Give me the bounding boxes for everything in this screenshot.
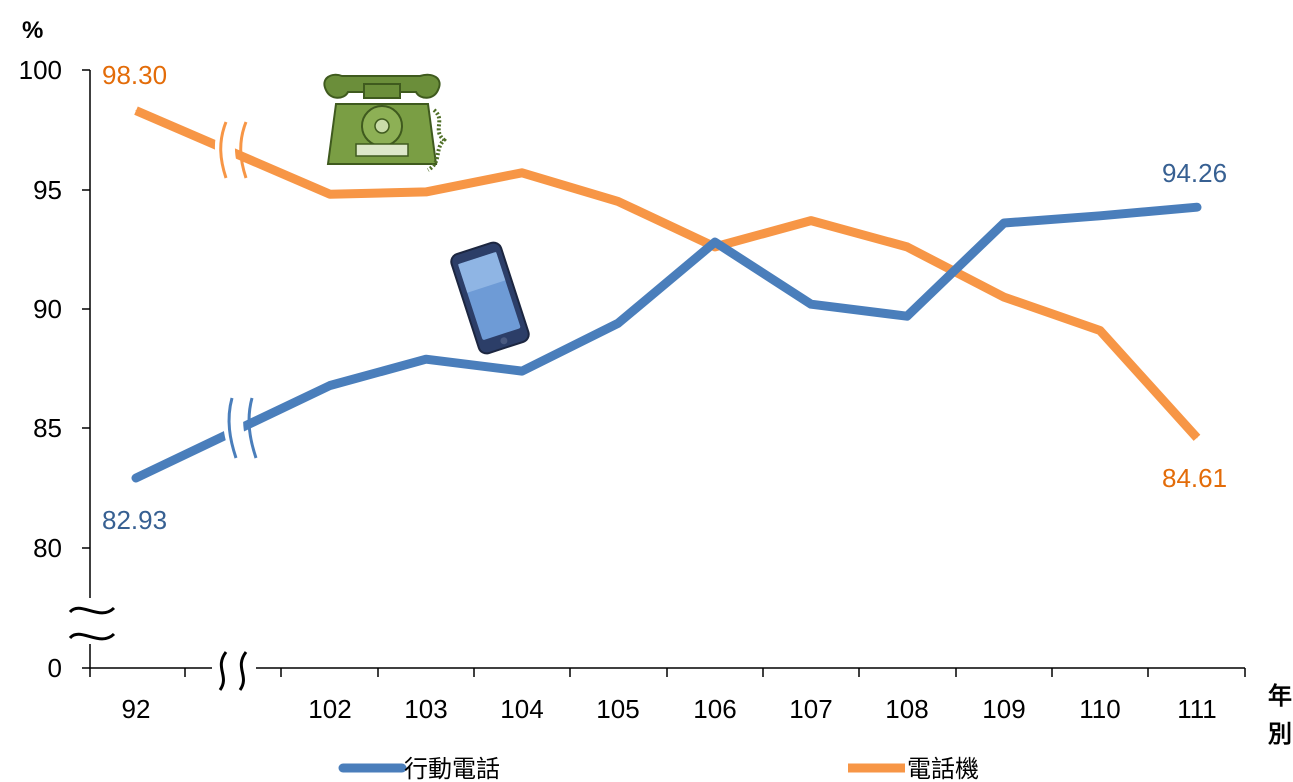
x-tick-label: 107 [789, 694, 832, 724]
data-point [1003, 296, 1005, 298]
mobile-phone-icon [450, 241, 530, 355]
x-tick-label: 111 [1177, 694, 1217, 724]
legend: 行動電話 電話機 [338, 755, 979, 782]
legend-item-landline: 電話機 [848, 755, 979, 782]
landline-last-label: 84.61 [1162, 463, 1227, 493]
data-point [714, 241, 716, 243]
phone-first-label: 82.93 [102, 505, 167, 535]
x-axis: 92 102 103 104 105 106 107 108 109 110 111 年 別 [89, 650, 1292, 748]
data-point [329, 385, 331, 386]
data-point [617, 322, 619, 324]
data-point [135, 477, 137, 479]
x-tick-label: 110 [1079, 694, 1120, 724]
y-axis-unit: % [22, 17, 43, 44]
x-tick-label: 92 [122, 694, 151, 724]
y-axis: 100 95 90 85 80 0 [19, 55, 116, 683]
data-point [425, 191, 427, 193]
data-point [906, 246, 908, 248]
y-axis-break-mark [68, 598, 116, 644]
series-line-phone [131, 202, 1202, 483]
data-point [329, 193, 331, 195]
data-point [1099, 330, 1101, 331]
y-tick-label: 0 [48, 653, 62, 683]
rotary-telephone-icon [323, 73, 447, 172]
phone-last-label: 94.26 [1162, 158, 1227, 188]
data-point [810, 303, 812, 305]
x-axis-title-top: 年 [1268, 682, 1292, 710]
data-point [1099, 215, 1101, 217]
data-point [425, 358, 427, 360]
x-tick-label: 104 [500, 694, 543, 724]
data-point [1196, 437, 1198, 439]
data-point [521, 172, 523, 174]
x-tick-label: 108 [885, 694, 928, 724]
series-line-landline [134, 106, 1201, 441]
data-point [135, 110, 137, 112]
series-break-mark-landline [214, 121, 248, 179]
legend-item-phone: 行動電話 [338, 755, 500, 782]
data-point [810, 220, 812, 222]
y-tick-label: 80 [33, 533, 62, 563]
x-tick-label: 106 [693, 694, 736, 724]
data-point [1003, 222, 1005, 224]
legend-label: 電話機 [907, 755, 979, 782]
x-tick-label: 102 [308, 694, 351, 724]
x-tick-label: 103 [404, 694, 447, 724]
x-axis-title-bottom: 別 [1268, 720, 1292, 748]
y-tick-label: 100 [19, 55, 62, 85]
series-break-mark-phone [223, 397, 258, 459]
y-tick-label: 85 [33, 413, 62, 443]
x-tick-label: 109 [982, 694, 1025, 724]
data-point [906, 315, 908, 317]
data-point [617, 200, 619, 202]
data-point [1196, 206, 1198, 208]
x-axis-break-mark [212, 650, 256, 692]
y-tick-label: 90 [33, 294, 62, 324]
data-point [521, 370, 523, 372]
x-tick-label: 105 [596, 694, 639, 724]
legend-label: 行動電話 [404, 755, 500, 782]
landline-first-label: 98.30 [102, 60, 167, 90]
y-tick-label: 95 [33, 175, 62, 205]
